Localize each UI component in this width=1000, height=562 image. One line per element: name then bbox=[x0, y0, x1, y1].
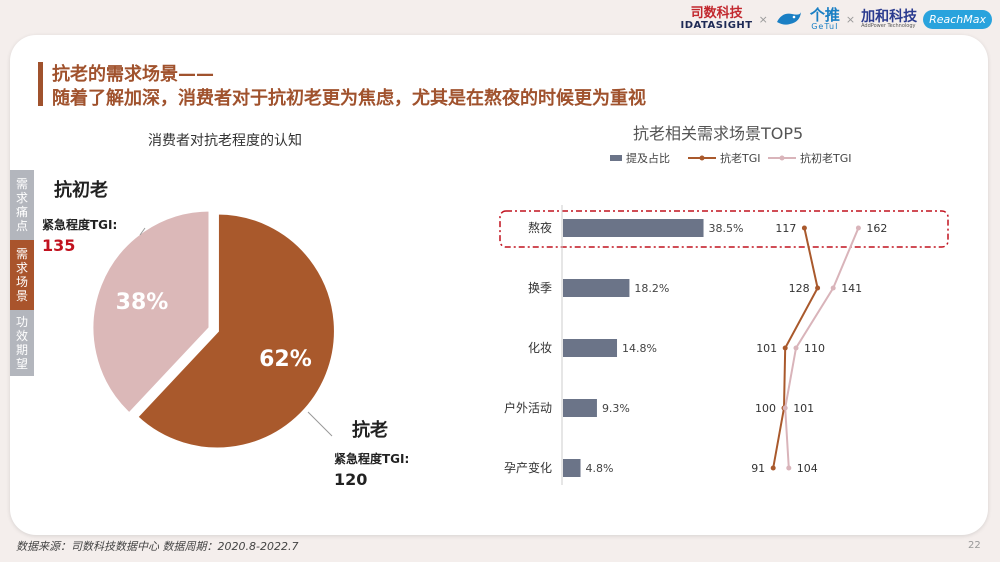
pie-slice-1 bbox=[134, 211, 337, 451]
segment-tgi-label: 紧急程度TGI: bbox=[334, 452, 410, 466]
segment-tgi-value: 120 bbox=[334, 470, 368, 489]
pie-chart: 62% 38% bbox=[90, 208, 337, 451]
bar bbox=[563, 339, 618, 357]
category-label: 换季 bbox=[528, 281, 552, 295]
segment-name-anti-aging: 抗老 bbox=[352, 420, 388, 441]
highlight-box bbox=[499, 210, 949, 248]
page-number: 22 bbox=[968, 540, 981, 551]
logo-separator: × bbox=[845, 12, 856, 26]
logo-separator: × bbox=[758, 12, 768, 26]
legend-label: 抗初老TGI bbox=[800, 151, 852, 165]
getui-logo-en: GeTuI bbox=[811, 21, 839, 31]
tgi-data-label: 101 bbox=[756, 342, 777, 355]
idatasight-logo: 司数科技 IDATASIGHT bbox=[681, 7, 753, 31]
bar-chart-title: 抗老相关需求场景TOP5 bbox=[633, 124, 804, 143]
page-title: 抗老的需求场景—— bbox=[52, 64, 214, 85]
title-accent-bar bbox=[38, 62, 43, 106]
sidebar-item-pain-points[interactable]: 需求痛点 bbox=[10, 170, 34, 240]
tgi-point bbox=[782, 345, 788, 351]
segment-tgi-label: 紧急程度TGI: bbox=[42, 218, 118, 232]
pie-percent-label: 62% bbox=[259, 347, 312, 372]
leader-line bbox=[307, 411, 333, 437]
segment-name-anti-early-aging: 抗初老 bbox=[54, 180, 108, 201]
tgi-point bbox=[782, 405, 788, 411]
legend-label: 抗老TGI bbox=[720, 151, 761, 165]
legend-label: 提及占比 bbox=[626, 151, 670, 165]
bar-data-label: 4.8% bbox=[586, 462, 614, 475]
bar-data-label: 18.2% bbox=[634, 282, 669, 295]
tgi-data-label: 128 bbox=[789, 282, 810, 295]
tgi-point bbox=[830, 285, 836, 291]
sidebar-item-label: 功效期望 bbox=[15, 315, 28, 371]
tgi-data-label: 110 bbox=[804, 342, 825, 355]
tgi-data-label: 162 bbox=[866, 222, 887, 235]
addpower-logo-en: AddPower Technology bbox=[861, 22, 916, 29]
bar bbox=[563, 279, 630, 297]
category-label: 户外活动 bbox=[504, 400, 552, 415]
bar-data-label: 38.5% bbox=[709, 222, 744, 235]
getui-logo: 个推 GeTuI bbox=[809, 5, 840, 31]
idatasight-logo-cn: 司数科技 bbox=[690, 6, 743, 21]
sidebar-item-label: 需求痛点 bbox=[15, 177, 28, 233]
tgi-data-label: 117 bbox=[775, 222, 796, 235]
tgi-data-label: 100 bbox=[755, 402, 776, 415]
data-source-note: 数据来源：司数科技数据中心 数据周期：2020.8-2022.7 bbox=[16, 540, 299, 553]
tgi-data-label: 141 bbox=[841, 282, 862, 295]
segment-tgi-value: 135 bbox=[42, 236, 76, 255]
combo-chart: 提及占比 抗老TGI 抗初老TGI 熬夜 38.5% 换季 18.2% 化妆 14.8% 户外活动… bbox=[499, 151, 949, 485]
getui-bird-icon bbox=[776, 12, 801, 25]
bar bbox=[563, 219, 704, 237]
page-subtitle: 随着了解加深，消费者对于抗初老更为焦虑，尤其是在熬夜的时候更为重视 bbox=[52, 88, 646, 109]
category-label: 化妆 bbox=[528, 341, 552, 355]
pie-slice-0 bbox=[90, 208, 212, 417]
tgi-point bbox=[801, 225, 807, 231]
tgi-data-label: 101 bbox=[793, 402, 814, 415]
sidebar-item-label: 需求场景 bbox=[15, 247, 28, 303]
addpower-logo-cn: 加和科技 bbox=[861, 8, 918, 25]
legend-swatch-marker bbox=[779, 155, 785, 161]
bar-data-label: 14.8% bbox=[622, 342, 657, 355]
tgi-point bbox=[786, 465, 792, 471]
tgi-point bbox=[815, 285, 821, 291]
legend-swatch-bar bbox=[610, 155, 622, 161]
getui-logo-cn: 个推 bbox=[809, 5, 840, 24]
reachmax-logo: ReachMax bbox=[923, 9, 992, 29]
section-sidebar: 需求痛点 需求场景 功效期望 bbox=[10, 170, 34, 376]
legend-swatch-marker bbox=[699, 155, 705, 161]
tgi-data-label: 91 bbox=[751, 462, 765, 475]
tgi-point bbox=[855, 225, 861, 231]
leader-line bbox=[139, 227, 146, 236]
idatasight-logo-en: IDATASIGHT bbox=[680, 20, 753, 31]
bar bbox=[563, 399, 597, 417]
category-label: 孕产变化 bbox=[504, 460, 552, 475]
pie-chart-title: 消费者对抗老程度的认知 bbox=[148, 133, 302, 149]
category-label: 熬夜 bbox=[528, 220, 552, 235]
tgi-point bbox=[793, 345, 799, 351]
bar-data-label: 9.3% bbox=[602, 402, 630, 415]
bar bbox=[563, 459, 581, 477]
tgi-data-label: 104 bbox=[797, 462, 818, 475]
addpower-logo: 加和科技 AddPower Technology bbox=[861, 10, 917, 29]
tgi-point bbox=[770, 465, 776, 471]
sidebar-item-scenarios[interactable]: 需求场景 bbox=[10, 240, 34, 310]
pie-percent-label: 38% bbox=[116, 290, 169, 315]
sidebar-item-efficacy[interactable]: 功效期望 bbox=[10, 310, 34, 376]
partner-logos: 司数科技 IDATASIGHT × 个推 GeTuI × 加和科技 AddPow… bbox=[681, 4, 992, 34]
